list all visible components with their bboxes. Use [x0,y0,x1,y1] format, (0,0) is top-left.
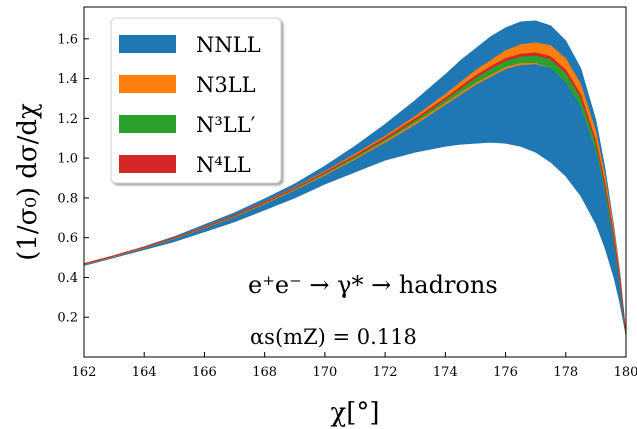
legend-swatch-n-ll [119,115,176,133]
y-tick-label: 0.4 [57,271,78,286]
y-tick-label: 1.6 [57,32,78,47]
x-tick-label: 180 [614,365,637,380]
legend: NNLL N3LL N³LL′ N⁴LL [111,18,281,183]
y-tick-label: 1.0 [57,152,78,167]
y-tick-label: 1.4 [57,72,78,87]
x-tick-label: 174 [433,365,458,380]
y-axis-label: (1/σ₀) dσ/dχ [13,103,43,261]
legend-label-n3ll: N3LL [196,73,256,97]
x-tick-label: 164 [132,365,157,380]
legend-swatch-n3ll [119,75,176,93]
x-tick-label: 166 [192,365,217,380]
annotation-process: e⁺e⁻ → γ* → hadrons [248,271,498,299]
y-tick-label: 0.8 [57,191,78,206]
x-axis-label: χ[°] [330,398,379,428]
y-tick-label: 0.2 [57,311,78,326]
legend-swatch-nnll [119,35,176,53]
annotation-alpha: αs(mZ) = 0.118 [250,325,417,349]
x-tick-label: 170 [312,365,337,380]
x-tick-label: 162 [72,365,97,380]
x-axis: 162 164 166 168 170 172 174 176 178 180 [72,352,637,380]
legend-label-n-ll: N³LL′ [196,113,256,137]
legend-label-n-ll: N⁴LL [196,153,251,177]
x-tick-label: 172 [373,365,398,380]
y-tick-label: 1.2 [57,112,78,127]
x-tick-label: 176 [493,365,518,380]
legend-swatch-n-ll [119,155,176,173]
x-tick-label: 178 [553,365,578,380]
y-tick-label: 0.6 [57,231,78,246]
x-tick-label: 168 [252,365,277,380]
legend-label-nnll: NNLL [196,33,261,57]
